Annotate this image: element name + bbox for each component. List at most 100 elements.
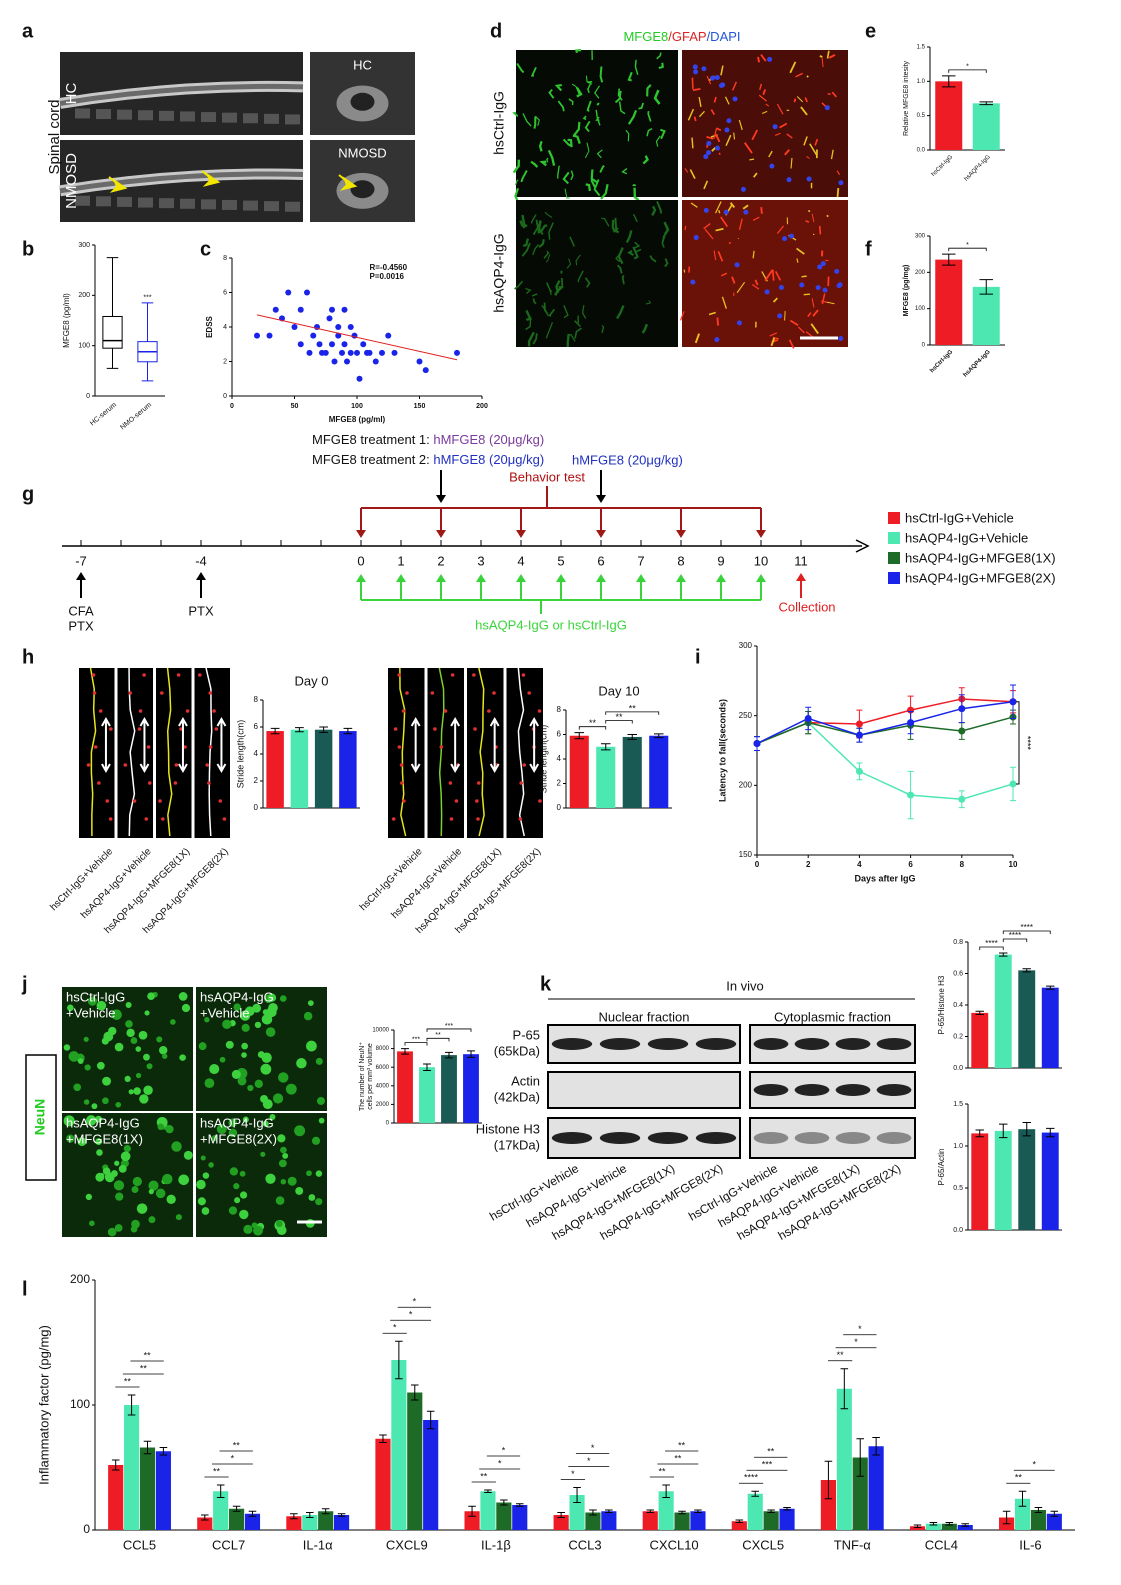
stain [616,264,623,274]
neuron [162,1173,173,1185]
bar [731,1521,747,1530]
stain [752,250,755,259]
x-tick-label: CCL7 [212,1537,245,1552]
error-bar [111,1459,120,1471]
neuron [136,1203,148,1214]
stain [584,142,590,159]
paw-print [401,709,406,713]
stain [554,84,563,92]
neun-tile [196,987,327,1111]
neuron [254,1021,262,1029]
trail [399,667,407,837]
paw-print [522,763,527,767]
trail [89,667,97,837]
bar [820,1480,836,1530]
error-bar [515,1503,524,1507]
neuron [219,1056,226,1063]
sig-label: ** [144,1350,152,1360]
paw-print [450,673,455,677]
paw-print [179,727,183,731]
neuron [275,1196,285,1205]
x-tick-label: 8 [960,860,965,869]
stain [821,300,828,303]
stain [827,92,831,95]
y-tick-label: 0 [223,393,227,400]
stain-name: /GFAP [668,29,706,44]
point [379,349,385,356]
stain [545,254,551,263]
neuron [315,1057,323,1065]
nucleus [693,69,699,75]
paw-print [183,745,187,749]
nucleus [703,154,709,160]
stain [774,132,781,136]
nucleus [838,180,844,186]
point [347,349,354,356]
error-bar [200,1514,209,1521]
behavior-arrow-head [436,530,446,538]
y-tick-label: 0 [83,1522,90,1536]
stride-arrow [139,716,150,774]
neuron [316,1096,325,1105]
sig-label: * [854,1337,858,1347]
day-label: 1 [397,553,404,568]
neuron [197,1197,206,1206]
y-tick-label: 8000 [376,1046,390,1052]
bar [463,1054,479,1123]
error-bar [662,1484,670,1498]
stain [611,219,616,233]
error-bar [767,1509,775,1513]
neuron [228,1118,237,1127]
stain [515,179,519,186]
point [422,367,429,374]
paw-print [475,799,479,803]
stride-arrow [216,716,227,774]
neuron [282,1152,289,1159]
point [372,358,379,365]
stain [731,81,738,91]
stride-arrow [489,716,500,774]
stain [801,275,807,278]
point [907,791,915,799]
stain [521,242,531,257]
neuron [306,1170,312,1177]
vertebra [201,112,216,123]
stain [531,293,538,297]
neuron [88,1118,94,1124]
bar [971,1133,989,1230]
y-tick-label: 0 [386,1121,390,1127]
induction-label: CFA [68,603,94,618]
neuron [254,1079,263,1089]
sig-label: **** [1021,923,1033,932]
x-axis-label: MFGE8 (pg/ml) [329,415,386,424]
bar [1041,1132,1059,1230]
neuron [307,1000,314,1007]
error-bar [445,1051,453,1059]
y-tick-label: 0.0 [917,148,926,154]
error-bar [290,1513,298,1520]
blot-band [835,1038,871,1050]
collection-label: Collection [778,599,835,614]
stain [545,282,553,293]
inset-label: HC [353,57,372,72]
neuron [114,1224,123,1232]
band-label: P-65 [513,1027,540,1042]
neuron [73,1083,82,1092]
behavior-arrow-head [596,530,606,538]
stain [824,259,829,262]
trail [517,667,525,837]
error-bar [600,743,611,751]
nucleus [734,262,740,268]
error-bar [913,1524,922,1528]
sig-label: ** [435,1032,441,1039]
sig-bracket [979,946,1004,951]
stain [713,250,717,261]
error-bar [270,727,280,735]
paw-print [160,691,164,695]
vertebra [264,201,279,212]
stain [615,253,621,263]
nucleus [714,145,720,151]
nucleus [724,127,730,133]
sig-label: ** [615,712,623,722]
blot-band [695,1132,737,1144]
